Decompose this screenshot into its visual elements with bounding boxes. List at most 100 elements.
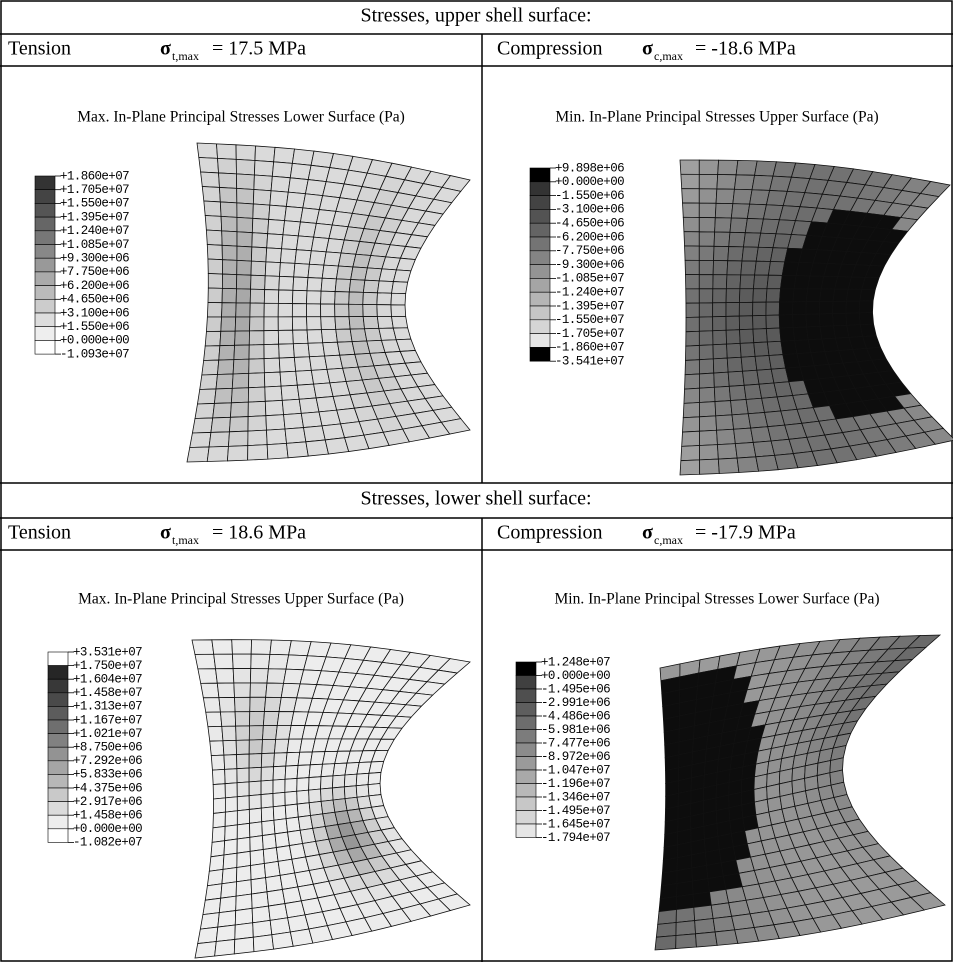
mesh-element xyxy=(740,275,755,289)
legend-label: +1.604e+07 xyxy=(73,672,142,686)
mesh-element xyxy=(332,787,345,800)
legend-label: +1.550e+06 xyxy=(60,320,129,334)
legend-swatch xyxy=(48,747,68,761)
legend-swatch xyxy=(516,662,536,676)
mesh-element xyxy=(271,176,290,192)
mesh-element xyxy=(833,301,847,313)
mesh-element xyxy=(684,232,699,247)
mesh-element xyxy=(222,260,236,275)
mesh-element xyxy=(656,923,676,938)
mesh-element xyxy=(254,160,273,176)
mesh-element xyxy=(729,232,746,247)
mesh-element xyxy=(206,317,221,332)
mesh-element xyxy=(295,250,311,265)
mesh-element xyxy=(211,417,231,432)
mesh-element xyxy=(231,388,248,403)
mesh-element xyxy=(208,274,222,289)
mesh-element xyxy=(197,389,216,404)
plot-title: Min. In-Plane Principal Stresses Lower S… xyxy=(555,591,880,608)
mesh-element xyxy=(253,920,272,937)
mesh-element xyxy=(685,374,700,389)
legend-label: -1.550e+06 xyxy=(555,189,624,203)
mesh-element xyxy=(266,429,286,445)
mesh-element xyxy=(683,402,699,417)
mesh-element xyxy=(713,316,726,330)
legend-swatch xyxy=(35,245,55,259)
mesh-element xyxy=(266,683,284,697)
legend-label: +7.750e+06 xyxy=(60,265,129,279)
mesh-element xyxy=(741,261,756,275)
mesh-element xyxy=(288,178,308,194)
mesh-element xyxy=(686,289,700,303)
mesh-element xyxy=(236,726,250,741)
mesh-element xyxy=(727,261,742,275)
mesh-element xyxy=(253,935,273,952)
legend-label: -6.200e+06 xyxy=(555,230,624,244)
legend-label: +0.000e+00 xyxy=(541,669,610,683)
mesh-element xyxy=(273,805,286,820)
stress-subscript: t,max xyxy=(172,49,199,63)
mesh-element xyxy=(234,683,251,697)
section-title: Stresses, lower shell surface: xyxy=(360,488,591,510)
mesh-element xyxy=(714,246,729,260)
stress-value: = 17.5 MPa xyxy=(212,38,306,60)
mesh-element xyxy=(236,880,251,896)
mesh-element xyxy=(279,276,294,290)
legend-swatch xyxy=(530,265,550,279)
mesh-element xyxy=(727,343,742,358)
mesh-element xyxy=(272,162,292,178)
mesh-element xyxy=(377,293,392,305)
mesh-element xyxy=(249,345,264,360)
mesh-element xyxy=(711,903,731,919)
legend-swatch xyxy=(516,730,536,744)
mesh-element xyxy=(274,753,288,767)
mesh-element xyxy=(321,788,334,801)
mesh-element xyxy=(742,247,758,261)
mesh-element xyxy=(261,767,273,781)
mesh-element xyxy=(686,317,699,332)
mesh-element xyxy=(695,919,715,934)
mesh-element xyxy=(833,289,848,301)
mesh-element xyxy=(197,143,218,158)
mesh-element xyxy=(249,767,261,782)
mesh-element xyxy=(676,921,696,936)
legend-swatch xyxy=(48,788,68,802)
mesh-element xyxy=(219,896,236,912)
legend-swatch xyxy=(530,278,550,292)
mesh-element xyxy=(755,356,771,371)
mesh-element xyxy=(222,726,236,741)
legend-swatch xyxy=(35,258,55,272)
mesh-element xyxy=(739,302,752,316)
legend-swatch xyxy=(35,176,55,190)
mesh-element xyxy=(282,399,301,414)
stress-symbol: σ xyxy=(642,522,653,544)
mesh-element xyxy=(307,317,322,330)
mesh-element xyxy=(202,360,219,375)
mesh-element xyxy=(715,401,732,416)
mesh-element xyxy=(200,913,219,929)
mesh-element xyxy=(262,834,276,850)
mesh-element xyxy=(363,316,379,328)
mesh-element xyxy=(685,275,699,289)
mesh-element xyxy=(237,754,250,769)
mesh-element xyxy=(253,189,271,205)
mesh-element xyxy=(249,331,264,345)
mesh-element xyxy=(717,444,737,459)
mesh-element xyxy=(261,793,273,808)
legend-label: +4.650e+06 xyxy=(60,293,129,307)
legend-swatch xyxy=(35,327,55,341)
mesh-element xyxy=(377,316,393,328)
legend-swatch xyxy=(48,761,68,775)
mesh-element xyxy=(350,329,367,342)
mesh-element xyxy=(292,290,307,303)
mesh-element xyxy=(699,345,713,360)
mesh-element xyxy=(222,288,236,302)
legend-swatch xyxy=(35,313,55,327)
mesh-element xyxy=(208,259,223,274)
mesh-element xyxy=(220,331,235,346)
mesh-element xyxy=(190,432,211,447)
mesh-element xyxy=(250,303,264,317)
legend-label: -9.300e+06 xyxy=(555,258,624,272)
mesh-element xyxy=(321,278,336,291)
mesh-element xyxy=(249,795,261,810)
